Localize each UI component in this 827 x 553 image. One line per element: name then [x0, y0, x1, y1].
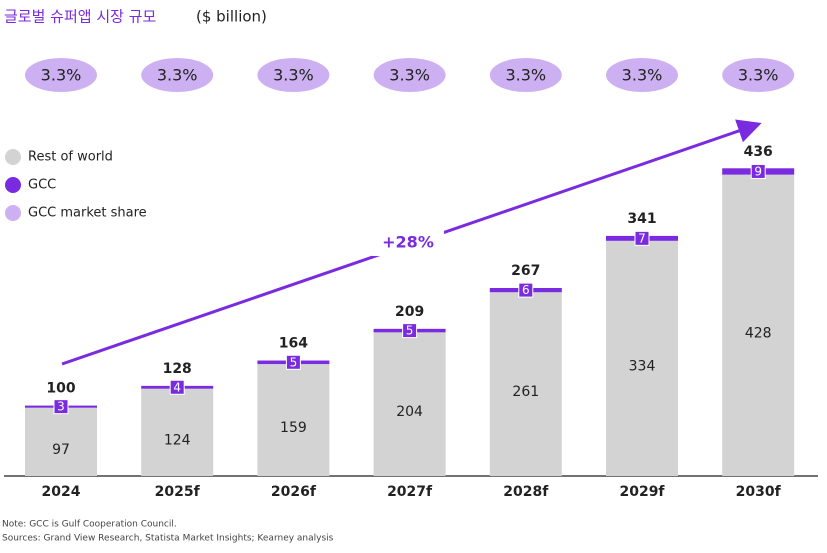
- gcc-label-box: [750, 163, 766, 179]
- x-tick-label: 2029f: [619, 484, 665, 500]
- share-bubble: [489, 58, 562, 92]
- annotation: +28%: [382, 233, 434, 252]
- share-label: 3.3%: [389, 66, 430, 85]
- total-label: 164: [279, 336, 308, 352]
- share-label: 3.3%: [157, 66, 198, 85]
- share-bubble: [722, 58, 795, 92]
- total-label: 100: [46, 381, 75, 397]
- bar-segment: [489, 292, 562, 476]
- legend-swatch: [5, 205, 21, 221]
- gcc-value-label: 9: [754, 164, 762, 178]
- share-bubble: [25, 58, 97, 92]
- gcc-value-label: 5: [406, 324, 414, 338]
- x-tick-label: 2027f: [387, 484, 433, 500]
- total-label: 209: [395, 304, 424, 320]
- share-label: 3.3%: [738, 66, 779, 85]
- x-tick-label: 2024: [42, 484, 81, 500]
- bar-segment: [141, 388, 214, 476]
- bar-value-label: 261: [512, 384, 539, 400]
- bar-segment: [373, 332, 446, 476]
- bar-segment: [257, 364, 330, 476]
- gcc-value-label: 4: [173, 380, 181, 394]
- bar-value-label: 428: [745, 325, 772, 341]
- bar-value-label: 204: [396, 404, 423, 420]
- gcc-value-label: 6: [522, 283, 530, 297]
- total-label: 267: [511, 263, 540, 279]
- bar-segment: [722, 174, 795, 476]
- share-bubble: [257, 58, 330, 92]
- legend-label: GCC: [28, 178, 56, 193]
- share-label: 3.3%: [41, 66, 82, 85]
- bar-value-label: 159: [280, 420, 307, 436]
- share-label: 3.3%: [505, 66, 546, 85]
- x-tick-label: 2025f: [155, 484, 201, 500]
- total-label: 341: [627, 211, 656, 227]
- total-label: 436: [744, 144, 773, 160]
- share-bubble: [373, 58, 446, 92]
- share-label: 3.3%: [622, 66, 663, 85]
- share-bubble: [606, 58, 678, 92]
- chart-title: 글로벌 슈퍼앱 시장 규모: [4, 8, 157, 26]
- bar-value-label: 334: [629, 358, 656, 374]
- x-tick-label: 2030f: [736, 484, 782, 500]
- gcc-label-box: [169, 379, 185, 395]
- gcc-label-box: [285, 354, 301, 370]
- gcc-label-box: [402, 323, 418, 339]
- gcc-value-label: 3: [57, 400, 65, 414]
- legend-swatch: [5, 177, 21, 193]
- gcc-label-box: [634, 230, 650, 246]
- gcc-value-label: 7: [638, 231, 646, 245]
- bar-value-label: 97: [52, 442, 70, 458]
- legend-swatch: [5, 149, 21, 165]
- gcc-label-box: [53, 399, 69, 415]
- x-tick-label: 2026f: [271, 484, 317, 500]
- legend-label: Rest of world: [28, 150, 113, 165]
- share-bubble: [141, 58, 214, 92]
- gcc-value-label: 5: [290, 355, 298, 369]
- gcc-label-box: [518, 282, 534, 298]
- note: Note: GCC is Gulf Cooperation Council.: [2, 520, 177, 530]
- bar-segment: [606, 240, 678, 476]
- chart-subtitle: ($ billion): [196, 8, 267, 26]
- x-tick-label: 2028f: [503, 484, 549, 500]
- share-label: 3.3%: [273, 66, 314, 85]
- annotation-bg: [372, 230, 444, 256]
- total-label: 128: [163, 361, 192, 377]
- legend-label: GCC market share: [28, 206, 147, 221]
- note: Sources: Grand View Research, Statista M…: [2, 534, 334, 544]
- bar-segment: [25, 407, 97, 476]
- bar-value-label: 124: [164, 432, 191, 448]
